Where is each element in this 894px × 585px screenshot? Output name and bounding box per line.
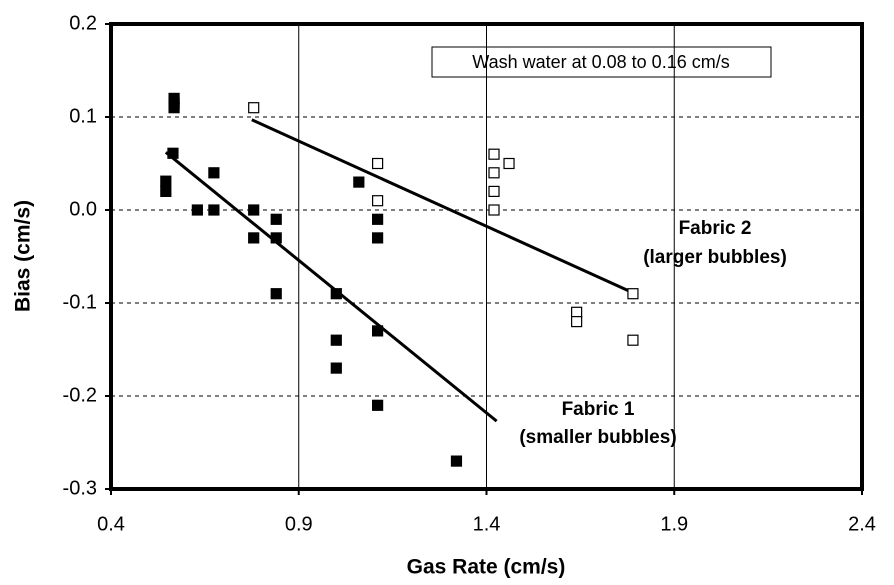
data-point bbox=[571, 306, 583, 318]
data-point bbox=[627, 334, 639, 346]
y-axis-label: Bias (cm/s) bbox=[12, 200, 35, 312]
y-tick-label: 0.0 bbox=[69, 198, 97, 220]
x-tick-label: 1.9 bbox=[660, 513, 688, 535]
y-tick-label: 0.2 bbox=[69, 12, 97, 34]
annotation: Fabric 2 bbox=[679, 218, 752, 239]
data-point bbox=[248, 102, 260, 114]
plot-frame bbox=[109, 22, 864, 491]
data-point bbox=[191, 204, 203, 216]
data-point bbox=[330, 288, 342, 300]
data-point bbox=[488, 204, 500, 216]
data-point bbox=[248, 204, 260, 216]
x-tick-label: 0.9 bbox=[285, 513, 313, 535]
x-tick-label: 0.4 bbox=[97, 513, 125, 535]
data-point bbox=[372, 325, 384, 337]
annotation: Fabric 1 bbox=[562, 399, 635, 420]
annotation-box bbox=[431, 46, 772, 78]
data-point bbox=[353, 176, 365, 188]
data-point bbox=[372, 195, 384, 207]
data-point bbox=[168, 102, 180, 114]
data-point bbox=[208, 167, 220, 179]
data-point bbox=[372, 399, 384, 411]
trendline bbox=[164, 151, 498, 423]
x-tick-label: 2.4 bbox=[848, 513, 876, 535]
data-point bbox=[571, 316, 583, 328]
data-point bbox=[488, 185, 500, 197]
data-point bbox=[208, 204, 220, 216]
data-point bbox=[167, 147, 179, 159]
x-tick-label: 1.4 bbox=[473, 513, 501, 535]
data-point bbox=[270, 288, 282, 300]
y-tick-label: 0.1 bbox=[69, 105, 97, 127]
trendline bbox=[251, 118, 634, 295]
annotation: Wash water at 0.08 to 0.16 cm/s bbox=[472, 52, 729, 72]
y-tick-label: -0.2 bbox=[63, 384, 97, 406]
data-point bbox=[627, 288, 639, 300]
data-point bbox=[372, 157, 384, 170]
y-tick-label: -0.3 bbox=[63, 477, 97, 499]
data-point bbox=[450, 455, 463, 467]
data-point bbox=[488, 148, 500, 160]
y-tick-label: -0.1 bbox=[63, 291, 97, 313]
data-point bbox=[330, 334, 342, 346]
data-point bbox=[160, 185, 172, 197]
annotation: (larger bubbles) bbox=[643, 247, 787, 268]
data-point bbox=[160, 175, 172, 187]
data-point bbox=[372, 213, 384, 225]
data-point bbox=[330, 362, 342, 374]
data-point bbox=[488, 167, 500, 179]
data-point bbox=[270, 213, 282, 225]
data-point bbox=[503, 157, 515, 170]
data-point bbox=[248, 232, 260, 244]
data-point bbox=[372, 232, 384, 244]
x-axis-label: Gas Rate (cm/s) bbox=[407, 556, 566, 579]
data-point bbox=[270, 232, 282, 244]
annotation: (smaller bubbles) bbox=[519, 427, 676, 448]
